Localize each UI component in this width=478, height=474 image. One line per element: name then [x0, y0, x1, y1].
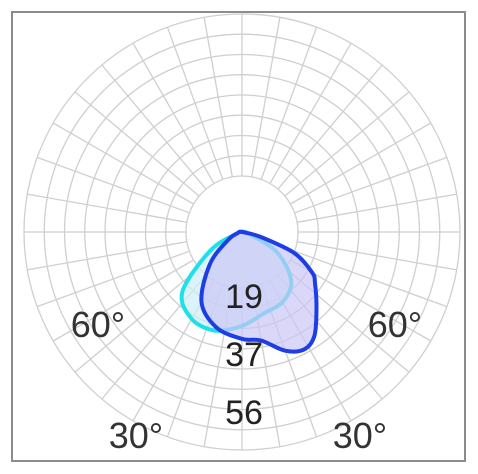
- grid-spoke: [36, 250, 190, 308]
- grid-spoke: [260, 26, 318, 180]
- grid-spoke: [52, 122, 194, 205]
- grid-spoke: [251, 17, 281, 178]
- grid-spoke: [36, 156, 190, 214]
- grid-spoke: [269, 42, 352, 184]
- radial-tick-label: 56: [225, 394, 263, 432]
- polar-grid: [23, 13, 461, 451]
- grid-spoke: [101, 64, 207, 190]
- angle-tick-label: 30°: [109, 415, 163, 456]
- radial-tick-label: 37: [225, 336, 263, 374]
- grid-spoke: [296, 193, 457, 223]
- labels-layer: 19 37 56 60° 60° 30° 30°: [71, 278, 422, 456]
- grid-spoke: [27, 241, 188, 271]
- grid-spoke: [296, 241, 457, 271]
- angle-tick-label: 60°: [368, 304, 422, 345]
- grid-spoke: [277, 64, 383, 190]
- grid-spoke: [203, 17, 233, 178]
- grid-spoke: [294, 156, 448, 214]
- grid-spoke: [52, 259, 194, 342]
- grid-spoke: [284, 91, 410, 197]
- grid-spoke: [290, 122, 432, 205]
- grid-spoke: [294, 250, 448, 308]
- chart-frame: [11, 11, 466, 462]
- grid-spoke: [132, 42, 215, 184]
- angle-tick-label: 60°: [71, 304, 125, 345]
- grid-spoke: [74, 267, 200, 373]
- series-2-curve: [199, 229, 319, 354]
- radial-tick-label: 19: [225, 278, 263, 316]
- grid-spoke: [166, 26, 224, 180]
- series-layer: [179, 229, 319, 354]
- grid-spoke: [74, 91, 200, 197]
- angle-tick-label: 30°: [333, 415, 387, 456]
- grid-spoke: [27, 193, 188, 223]
